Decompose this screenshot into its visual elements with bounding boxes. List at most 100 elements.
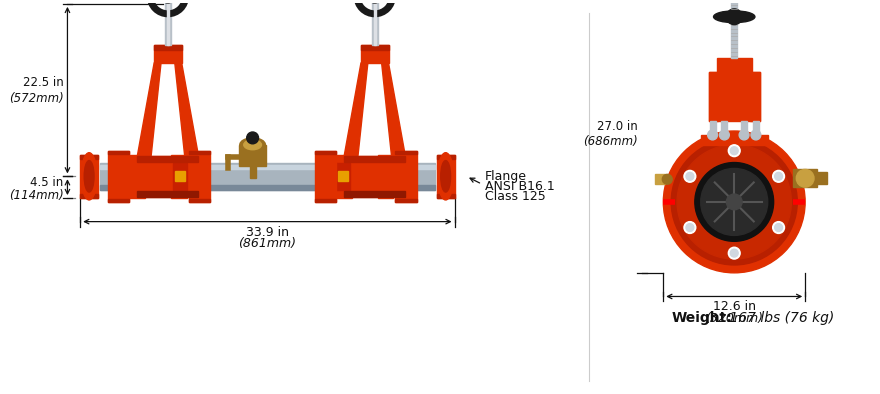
Circle shape [671, 139, 797, 265]
Circle shape [773, 221, 784, 233]
Text: ANSI B16.1: ANSI B16.1 [485, 180, 554, 193]
Bar [361, 45, 389, 63]
Text: 33.9 in: 33.9 in [246, 225, 289, 238]
Polygon shape [175, 63, 199, 156]
Circle shape [663, 175, 672, 184]
Circle shape [774, 173, 782, 180]
Bar [700, 135, 767, 145]
Circle shape [729, 145, 740, 157]
Circle shape [726, 9, 742, 25]
Bar [80, 194, 98, 198]
Bar [175, 171, 185, 181]
Bar [716, 58, 752, 72]
Bar [656, 175, 665, 184]
Bar [137, 156, 199, 162]
Bar [731, 17, 737, 58]
Text: 167 lbs (76 kg): 167 lbs (76 kg) [725, 311, 834, 325]
Circle shape [686, 173, 693, 180]
Ellipse shape [714, 11, 755, 23]
Text: Flange: Flange [485, 170, 527, 183]
Text: (114mm): (114mm) [9, 189, 63, 201]
Text: (686mm): (686mm) [583, 136, 638, 149]
Bar [741, 121, 747, 135]
Bar [374, 0, 376, 45]
Text: Class 125: Class 125 [485, 190, 546, 203]
Circle shape [751, 130, 761, 140]
Bar [108, 151, 129, 202]
Circle shape [695, 163, 774, 241]
Bar [100, 163, 435, 190]
Bar [753, 121, 759, 135]
Circle shape [664, 131, 805, 273]
Bar [80, 155, 98, 159]
Text: 12.6 in: 12.6 in [713, 300, 756, 313]
Circle shape [677, 145, 791, 259]
Circle shape [700, 169, 767, 235]
Ellipse shape [244, 140, 261, 150]
Circle shape [246, 132, 259, 144]
Text: 22.5 in: 22.5 in [23, 76, 63, 89]
Bar [154, 45, 181, 63]
Bar [750, 72, 759, 121]
Text: (320mm): (320mm) [705, 312, 763, 325]
Circle shape [796, 169, 814, 187]
Bar [436, 155, 454, 159]
Circle shape [730, 147, 738, 155]
Ellipse shape [240, 138, 266, 152]
Ellipse shape [437, 153, 453, 200]
Bar [436, 155, 454, 198]
Bar [344, 156, 406, 162]
Bar [108, 199, 129, 202]
Bar [395, 199, 417, 202]
Text: (572mm): (572mm) [9, 91, 63, 104]
Circle shape [368, 0, 382, 3]
Ellipse shape [81, 153, 97, 200]
Text: 27.0 in: 27.0 in [597, 120, 638, 133]
Bar [238, 145, 267, 167]
Bar [80, 155, 98, 198]
Circle shape [720, 130, 730, 140]
Bar [344, 191, 406, 197]
Bar [315, 151, 336, 202]
Circle shape [730, 249, 738, 257]
Bar [722, 121, 728, 135]
Bar [137, 156, 199, 197]
Polygon shape [137, 63, 161, 156]
Circle shape [686, 223, 693, 231]
Bar [708, 72, 718, 121]
Polygon shape [344, 63, 368, 156]
Bar [188, 199, 210, 202]
Bar [137, 191, 199, 197]
Bar [731, 0, 737, 11]
Bar [709, 121, 715, 135]
Bar [336, 155, 352, 198]
Ellipse shape [441, 161, 451, 192]
Bar [378, 155, 393, 198]
Circle shape [739, 130, 749, 140]
Bar [188, 151, 210, 154]
Circle shape [773, 171, 784, 182]
Bar [171, 155, 187, 198]
Bar [395, 151, 417, 154]
Bar [154, 45, 181, 50]
Bar [100, 185, 435, 190]
Circle shape [684, 171, 696, 182]
Bar [361, 45, 389, 50]
Bar [708, 72, 759, 121]
Bar [371, 0, 378, 45]
Text: 4.5 in: 4.5 in [30, 176, 63, 189]
Bar [165, 0, 171, 45]
Bar [129, 155, 145, 198]
Circle shape [774, 223, 782, 231]
Circle shape [729, 247, 740, 259]
Bar [172, 163, 187, 190]
Bar [794, 169, 817, 187]
Bar [817, 173, 827, 184]
Ellipse shape [84, 161, 94, 192]
Bar [315, 151, 336, 154]
Bar [250, 167, 255, 178]
Circle shape [684, 221, 696, 233]
Bar [167, 0, 169, 45]
Circle shape [708, 130, 717, 140]
Text: (861mm): (861mm) [238, 237, 297, 250]
